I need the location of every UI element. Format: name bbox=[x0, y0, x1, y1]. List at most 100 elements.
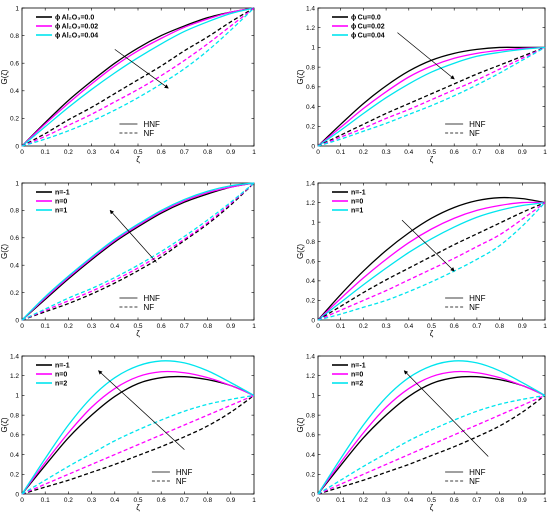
x-tick-label: 0.3 bbox=[87, 149, 96, 156]
chart-panel-2: 0 0.1 0.2 0.3 0.4 0.5 0.6 0.7 0.8 0.9 1 0 0.2 0.4 0.6 0… bbox=[296, 5, 547, 164]
series-line bbox=[21, 360, 255, 495]
x-tick-label: 0.9 bbox=[226, 149, 235, 156]
y-tick-label: 1 bbox=[311, 393, 315, 400]
legend-label: n=-1 bbox=[351, 363, 366, 370]
series-line bbox=[317, 46, 546, 147]
legend-label: ϕ Cu=0.04 bbox=[351, 33, 385, 40]
plot-frame bbox=[317, 7, 546, 147]
x-tick-label: 0.4 bbox=[404, 149, 413, 156]
y-tick-label: 0 bbox=[15, 143, 19, 150]
trend-arrow bbox=[397, 32, 455, 80]
x-tick-label: 0.4 bbox=[110, 323, 119, 330]
x-tick-label: 0.9 bbox=[518, 497, 527, 504]
chart-panel-1: 0 0.1 0.2 0.3 0.4 0.5 0.6 0.7 0.8 0.9 1 0 0.2 0.4 0.6 0… bbox=[0, 5, 256, 164]
x-tick-label: 0.9 bbox=[226, 497, 235, 504]
legend-label: HNF bbox=[469, 120, 486, 129]
y-tick-label: 0.4 bbox=[306, 278, 315, 285]
legend-label: n=-1 bbox=[55, 190, 70, 197]
series-line bbox=[21, 182, 255, 321]
x-axis-label: ζ bbox=[136, 155, 140, 164]
trend-arrow bbox=[403, 370, 489, 457]
legend-label: n=0 bbox=[351, 372, 363, 379]
legend-label: n=0 bbox=[351, 199, 363, 206]
x-tick-label: 0.2 bbox=[359, 497, 368, 504]
trend-arrow bbox=[401, 219, 455, 272]
chart-panel-4: 0 0.1 0.2 0.3 0.4 0.5 0.6 0.7 0.8 0.9 1 0 0.2 0.4 0.6 0… bbox=[296, 180, 547, 338]
series-line bbox=[21, 394, 255, 495]
series-line bbox=[21, 370, 255, 495]
x-tick-label: 0.3 bbox=[382, 149, 391, 156]
legend-label: HNF bbox=[143, 294, 160, 303]
x-axis-label: ζ bbox=[430, 329, 434, 338]
series-line bbox=[317, 375, 546, 495]
series-line bbox=[317, 394, 546, 495]
legend-label: n=1 bbox=[351, 208, 363, 215]
series-line bbox=[317, 370, 546, 495]
plot-frame bbox=[317, 355, 546, 495]
series-line bbox=[317, 201, 546, 321]
series-line bbox=[21, 7, 255, 147]
trend-arrow bbox=[98, 370, 185, 450]
x-tick-label: 0.1 bbox=[336, 323, 345, 330]
x-tick-label: 0.8 bbox=[495, 323, 504, 330]
legend-label: HNF bbox=[176, 468, 193, 477]
y-tick-label: 0.2 bbox=[10, 472, 19, 479]
x-tick-label: 0 bbox=[20, 497, 24, 504]
series-line bbox=[317, 360, 546, 495]
series-line bbox=[317, 46, 546, 147]
legend-label: n=-1 bbox=[55, 363, 70, 370]
series-line bbox=[317, 201, 546, 321]
y-tick-label: 0.2 bbox=[10, 290, 19, 297]
x-tick-label: 1 bbox=[252, 149, 256, 156]
x-tick-label: 0.2 bbox=[64, 497, 73, 504]
x-tick-label: 0.7 bbox=[180, 497, 189, 504]
x-tick-label: 0.5 bbox=[427, 149, 436, 156]
series-line bbox=[21, 7, 255, 147]
series-line bbox=[317, 46, 546, 147]
chart-panel-5: 0 0.1 0.2 0.3 0.4 0.5 0.6 0.7 0.8 0.9 1 0 0.2 0.4 0.6 0… bbox=[0, 353, 256, 512]
x-tick-label: 0.5 bbox=[133, 323, 142, 330]
y-axis-label: G(ζ) bbox=[0, 417, 9, 432]
x-tick-label: 0.6 bbox=[157, 497, 166, 504]
y-tick-label: 0.8 bbox=[306, 239, 315, 246]
y-tick-label: 0.6 bbox=[10, 235, 19, 242]
y-tick-label: 0 bbox=[15, 317, 19, 324]
legend-label: n=0 bbox=[55, 372, 67, 379]
chart-panel-3: 0 0.1 0.2 0.3 0.4 0.5 0.6 0.7 0.8 0.9 1 0 0.2 0.4 0.6 0… bbox=[0, 180, 256, 338]
x-tick-label: 1 bbox=[543, 149, 547, 156]
x-tick-label: 0 bbox=[20, 149, 24, 156]
x-tick-label: 0.5 bbox=[427, 323, 436, 330]
x-axis-label: ζ bbox=[136, 329, 140, 338]
legend-label: n=2 bbox=[351, 381, 363, 388]
y-tick-label: 0.6 bbox=[306, 259, 315, 266]
y-tick-label: 1 bbox=[311, 219, 315, 226]
x-tick-label: 0.1 bbox=[336, 497, 345, 504]
legend-label: NF bbox=[143, 129, 154, 138]
y-tick-label: 1.2 bbox=[306, 373, 315, 380]
y-axis-label: G(ζ) bbox=[0, 244, 9, 259]
y-tick-label: 0.6 bbox=[306, 84, 315, 91]
series-line bbox=[317, 394, 546, 495]
trend-arrow bbox=[114, 49, 169, 89]
x-tick-label: 0.6 bbox=[450, 149, 459, 156]
y-tick-label: 1 bbox=[15, 180, 19, 187]
series-line bbox=[21, 7, 255, 147]
x-tick-label: 0.3 bbox=[382, 323, 391, 330]
x-tick-label: 0.5 bbox=[427, 497, 436, 504]
x-tick-label: 1 bbox=[543, 497, 547, 504]
x-tick-label: 0.1 bbox=[41, 149, 50, 156]
x-tick-label: 0.8 bbox=[203, 497, 212, 504]
legend-label: ϕ Cu=0.02 bbox=[351, 24, 385, 31]
series-line bbox=[317, 46, 546, 147]
x-tick-label: 0.2 bbox=[64, 149, 73, 156]
x-tick-label: 0.7 bbox=[472, 149, 481, 156]
x-tick-label: 0.3 bbox=[382, 497, 391, 504]
y-tick-label: 1.4 bbox=[306, 5, 315, 12]
x-axis-label: ζ bbox=[430, 503, 434, 512]
series-line bbox=[21, 182, 255, 321]
series-line bbox=[317, 202, 546, 321]
series-line bbox=[317, 394, 546, 495]
trend-arrow bbox=[109, 209, 157, 263]
series-line bbox=[21, 182, 255, 321]
plot-frame bbox=[317, 182, 546, 321]
